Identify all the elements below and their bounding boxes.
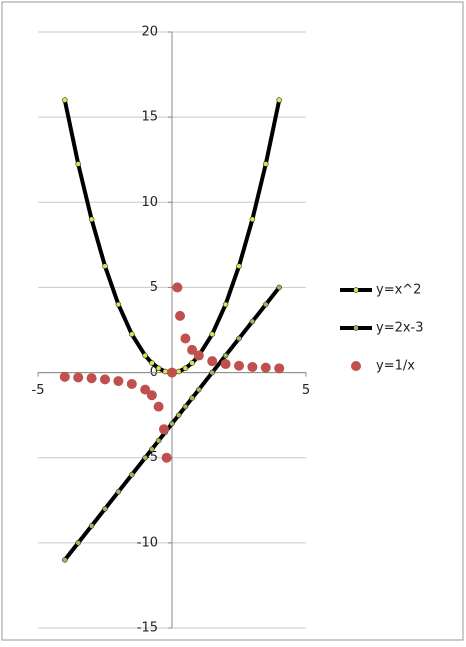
y-tick-label: 20 bbox=[141, 25, 158, 40]
marker bbox=[172, 282, 183, 293]
marker bbox=[193, 350, 204, 361]
y-tick-label: 10 bbox=[141, 195, 158, 210]
marker bbox=[155, 437, 162, 444]
marker bbox=[88, 523, 95, 529]
marker bbox=[62, 557, 68, 563]
legend-marker bbox=[351, 361, 361, 371]
marker bbox=[75, 540, 81, 546]
marker bbox=[102, 506, 108, 512]
y-tick-label: 15 bbox=[141, 110, 158, 125]
marker bbox=[234, 360, 244, 371]
marker bbox=[249, 318, 256, 325]
marker bbox=[86, 373, 97, 384]
marker bbox=[276, 97, 282, 103]
marker bbox=[126, 378, 137, 389]
marker bbox=[88, 216, 95, 223]
marker bbox=[115, 489, 122, 495]
marker bbox=[102, 263, 108, 269]
marker bbox=[274, 363, 285, 374]
marker bbox=[100, 374, 110, 385]
y-tick-label: -15 bbox=[137, 621, 158, 636]
marker bbox=[167, 367, 177, 378]
marker bbox=[209, 369, 215, 376]
marker bbox=[162, 368, 169, 375]
marker bbox=[209, 331, 215, 338]
marker bbox=[236, 335, 242, 342]
marker bbox=[75, 161, 81, 167]
marker bbox=[189, 395, 195, 401]
marker bbox=[182, 403, 189, 410]
x-tick-label: 5 bbox=[302, 383, 310, 398]
legend-marker bbox=[353, 287, 359, 293]
marker bbox=[169, 420, 175, 427]
marker bbox=[175, 368, 182, 375]
marker bbox=[155, 365, 162, 372]
marker bbox=[73, 372, 84, 383]
marker bbox=[175, 310, 186, 321]
marker bbox=[276, 284, 282, 291]
marker bbox=[149, 360, 155, 366]
legend-marker bbox=[353, 325, 359, 331]
marker bbox=[62, 97, 68, 103]
marker bbox=[247, 361, 258, 372]
legend-label: y=2x-3 bbox=[376, 321, 424, 336]
y-tick-label: -10 bbox=[137, 535, 158, 550]
marker bbox=[175, 412, 182, 418]
marker bbox=[260, 362, 271, 373]
marker bbox=[180, 333, 191, 344]
marker bbox=[158, 424, 169, 435]
y-tick-label: 5 bbox=[150, 280, 158, 295]
marker bbox=[263, 161, 269, 167]
marker bbox=[249, 216, 256, 223]
marker bbox=[142, 352, 148, 359]
legend-label: y=1/x bbox=[376, 359, 415, 374]
marker bbox=[189, 360, 195, 366]
marker bbox=[140, 384, 151, 395]
marker bbox=[153, 401, 164, 412]
marker bbox=[263, 301, 269, 308]
marker bbox=[115, 301, 122, 308]
marker bbox=[142, 454, 148, 461]
marker bbox=[222, 352, 229, 359]
marker bbox=[220, 359, 231, 370]
marker bbox=[129, 471, 135, 478]
legend-label: y=x^2 bbox=[376, 283, 421, 298]
marker bbox=[187, 344, 198, 355]
marker bbox=[182, 365, 189, 372]
marker bbox=[161, 452, 172, 463]
marker bbox=[236, 263, 242, 269]
marker bbox=[149, 446, 155, 452]
marker bbox=[196, 386, 202, 393]
x-tick-label: -5 bbox=[32, 383, 45, 398]
marker bbox=[129, 331, 135, 338]
marker bbox=[59, 371, 70, 382]
marker bbox=[146, 390, 157, 401]
marker bbox=[207, 356, 218, 367]
marker bbox=[222, 301, 229, 308]
marker bbox=[113, 376, 124, 387]
